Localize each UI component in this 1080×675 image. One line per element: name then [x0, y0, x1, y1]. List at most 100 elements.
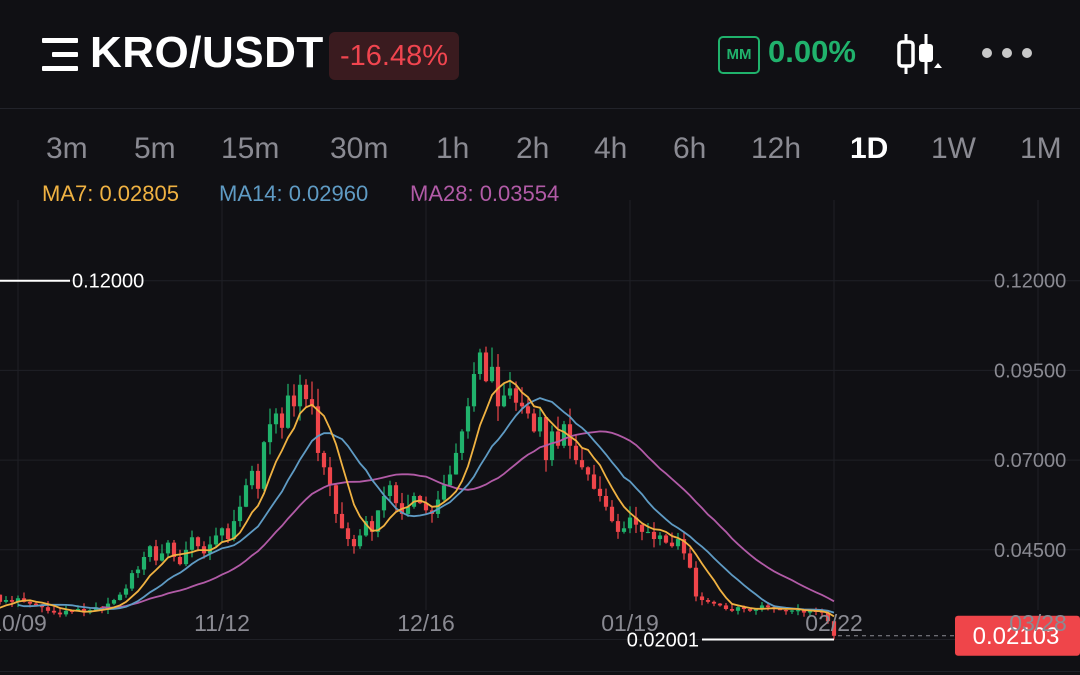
candle-body — [0, 594, 3, 602]
x-axis-tick-label: 02/22 — [805, 610, 863, 636]
candle-body — [501, 395, 507, 407]
candle-body — [447, 474, 453, 486]
ma28-legend: MA28: 0.03554 — [410, 181, 560, 206]
candle-body — [567, 424, 573, 446]
trading-pair-title[interactable]: KRO/USDT — [90, 28, 324, 77]
candle-body — [741, 607, 747, 610]
low-marker-label: 0.02001 — [627, 629, 699, 651]
candle-body — [171, 542, 177, 557]
y-axis-tick-label: 0.04500 — [994, 540, 1066, 562]
candle-body — [807, 610, 813, 613]
candle-body — [543, 417, 549, 461]
candle-body — [477, 352, 483, 375]
top-bar: KRO/USDT -16.48% MM 0.00% — [0, 0, 1080, 108]
ma7-legend: MA7: 0.02805 — [42, 181, 179, 206]
candle-body — [495, 366, 501, 407]
x-axis-tick-label: 11/12 — [194, 610, 250, 636]
chart-type-icon[interactable] — [894, 30, 946, 78]
mm-badge: MM — [718, 36, 760, 74]
candle-body — [603, 495, 609, 507]
candle-body — [663, 535, 669, 543]
x-axis-tick-label: 12/16 — [397, 610, 455, 636]
candle-body — [525, 406, 531, 414]
last-price-tag — [955, 615, 1080, 656]
candle-body — [63, 610, 69, 615]
candle-body — [375, 510, 381, 532]
candle-body — [519, 402, 525, 407]
candle-body — [387, 485, 393, 496]
candle-body — [507, 388, 513, 396]
x-axis-tick-label: 01/19 — [601, 610, 659, 636]
candle-body — [231, 521, 237, 540]
candle-body — [759, 605, 765, 610]
ma14-line — [17, 397, 835, 614]
candle-body — [579, 460, 585, 468]
candle-body — [549, 431, 555, 461]
candle-body — [213, 535, 219, 545]
candle-body — [723, 605, 729, 610]
tab-15m[interactable]: 15m — [221, 132, 280, 165]
tab-5m[interactable]: 5m — [134, 132, 176, 165]
candle-body — [591, 474, 597, 489]
candle-body — [609, 506, 615, 522]
candle-body — [789, 610, 795, 612]
x-axis-tick-label: 10/09 — [0, 610, 47, 636]
header-divider — [0, 108, 1080, 109]
candle-body — [141, 556, 147, 570]
candle-body — [357, 535, 363, 547]
candle-body — [657, 535, 663, 540]
candle-body — [243, 485, 249, 507]
tab-4h[interactable]: 4h — [594, 132, 628, 165]
candle-body — [285, 395, 291, 428]
ma28-line — [101, 430, 835, 609]
candle-body — [345, 528, 351, 540]
candlestick-chart[interactable]: 0.12000 0.02001 0.12000 0.09500 0.07000 0.045… — [0, 200, 1080, 670]
candle-body — [621, 528, 627, 532]
candle-body — [783, 610, 789, 612]
candle-body — [705, 600, 711, 602]
high-marker-label: 0.12000 — [72, 271, 144, 293]
tab-1h[interactable]: 1h — [436, 132, 470, 165]
candle-body — [267, 424, 273, 443]
candle-body — [825, 612, 831, 622]
candle-body — [405, 506, 411, 514]
candle-body — [27, 601, 33, 604]
more-options-icon[interactable] — [982, 45, 1032, 61]
tab-3m[interactable]: 3m — [46, 132, 88, 165]
candle-body — [639, 524, 645, 532]
candle-body — [801, 610, 807, 613]
candle-body — [207, 544, 213, 554]
menu-icon[interactable] — [42, 38, 78, 72]
tab-2h[interactable]: 2h — [516, 132, 550, 165]
candle-body — [39, 605, 45, 608]
tab-1m[interactable]: 1M — [1020, 132, 1062, 165]
candle-body — [327, 467, 333, 486]
candle-body — [315, 406, 321, 453]
ma14-legend: MA14: 0.02960 — [219, 181, 369, 206]
candle-body — [453, 452, 459, 475]
tab-1d[interactable]: 1D — [850, 132, 889, 165]
mm-value: 0.00% — [768, 34, 856, 69]
candle-body — [393, 485, 399, 504]
candle-body — [369, 521, 375, 532]
candle-body — [627, 517, 633, 529]
candle-body — [297, 384, 303, 407]
candle-body — [291, 395, 297, 407]
candle-body — [177, 556, 183, 565]
candle-body — [183, 549, 189, 565]
candle-body — [489, 366, 495, 382]
tab-1w[interactable]: 1W — [931, 132, 976, 165]
candle-body — [279, 413, 285, 428]
candle-body — [651, 531, 657, 540]
candle-body — [615, 521, 621, 532]
candle-body — [381, 495, 387, 511]
candle-body — [465, 406, 471, 432]
candle-body — [675, 539, 681, 547]
tab-12h[interactable]: 12h — [751, 132, 802, 165]
candle-body — [711, 601, 717, 604]
tab-6h[interactable]: 6h — [673, 132, 707, 165]
candle-body — [687, 553, 693, 568]
candle-body — [777, 609, 783, 611]
candle-body — [33, 603, 39, 606]
tab-30m[interactable]: 30m — [330, 132, 389, 165]
